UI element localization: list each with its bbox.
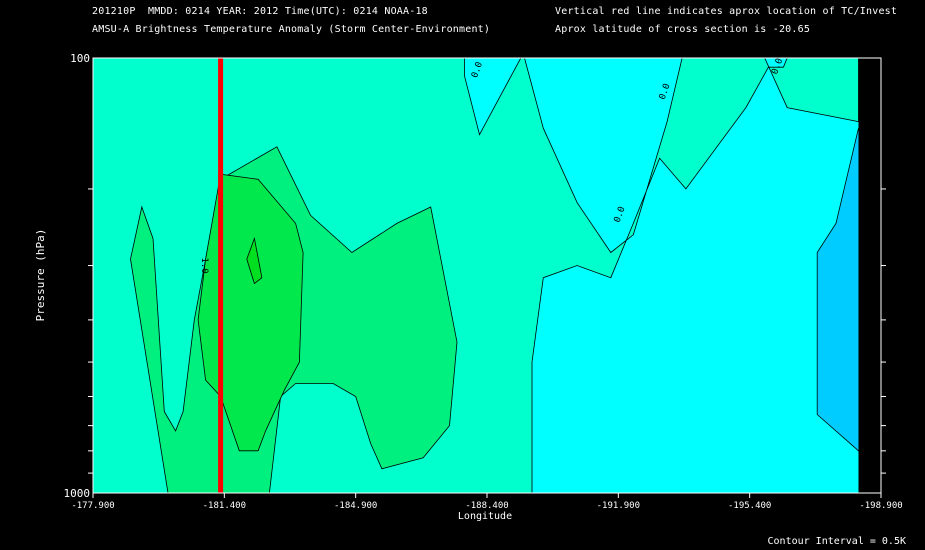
contour-label: 1.0 (199, 257, 209, 273)
header-line1-left: 201210P MMDD: 0214 YEAR: 2012 Time(UTC):… (92, 6, 428, 17)
y-tick-label: 1000 (64, 487, 91, 500)
contour-fills: 0.00.00.00.01.0 (93, 58, 881, 493)
x-tick-label: -198.900 (859, 501, 902, 511)
plot-area: 0.00.00.00.01.0 (93, 58, 881, 493)
header-line1-right: Vertical red line indicates aprox locati… (555, 6, 898, 17)
contour-region-4 (246, 237, 263, 285)
x-tick-label: -191.900 (597, 501, 640, 511)
x-tick-label: -181.400 (203, 501, 246, 511)
axes: -177.900 -181.400 -184.900 -188.400 -191.900… (64, 52, 903, 511)
y-axis-label: Pressure (hPa) (34, 229, 47, 322)
x-tick-label: -184.900 (334, 501, 377, 511)
header-line2-left: AMSU-A Brightness Temperature Anomaly (S… (92, 24, 491, 35)
contour-region-0 (464, 58, 881, 493)
header-line2-right: Aprox latitude of cross section is -20.6… (555, 24, 811, 35)
contour-interval-label: Contour Interval = 0.5K (768, 536, 906, 547)
contour-region-3 (197, 173, 304, 452)
y-tick-label: 100 (70, 52, 90, 65)
x-tick-label: -177.900 (71, 501, 114, 511)
x-tick-label: -195.400 (728, 501, 771, 511)
no-data-band (858, 58, 881, 493)
x-axis-label: Longitude (458, 511, 512, 522)
x-tick-label: -188.400 (465, 501, 508, 511)
